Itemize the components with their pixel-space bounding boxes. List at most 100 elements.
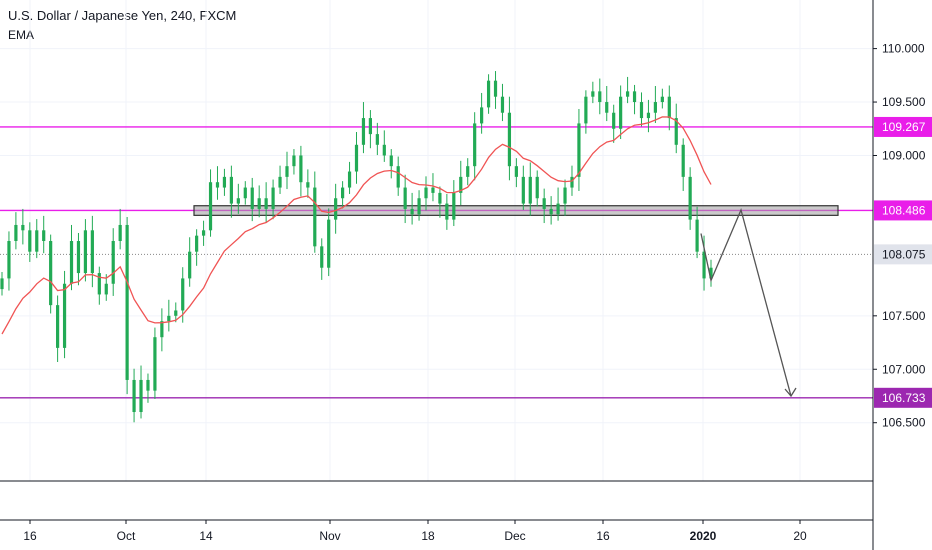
candle-body (153, 337, 157, 391)
candle-body (514, 166, 518, 177)
candle-body (250, 187, 254, 209)
candle-body (257, 198, 261, 209)
candle-body (236, 198, 240, 204)
level-price-label: 109.267 (882, 120, 926, 134)
candle-body (674, 118, 678, 145)
candle-body (410, 208, 414, 215)
indicator-label: EMA (8, 28, 35, 42)
candle-body (299, 155, 303, 183)
ema-line (1, 116, 712, 335)
candle-body (542, 198, 546, 209)
candle-body (646, 112, 651, 119)
candle-body (97, 273, 101, 295)
candle-body (28, 230, 32, 252)
candle-body (125, 224, 129, 380)
candle-body (417, 198, 421, 215)
y-tick-label: 110.000 (882, 42, 925, 56)
level-price-tag (874, 116, 932, 137)
candle-body (181, 278, 185, 311)
candle-body (612, 112, 616, 129)
candle-body (229, 176, 233, 204)
candle-body (320, 246, 324, 268)
candle-body (146, 379, 150, 391)
candle-body (389, 155, 393, 167)
candle-body (632, 91, 637, 103)
x-tick-label: 16 (23, 529, 37, 543)
candle-body (14, 224, 18, 241)
x-tick-label: 16 (596, 529, 610, 543)
candle-body (201, 230, 206, 236)
candle-body (577, 123, 581, 177)
candle-body (667, 96, 671, 119)
projection-path[interactable] (700, 208, 792, 397)
candle-body (598, 91, 602, 103)
candle-body (528, 176, 532, 204)
candle-body (368, 118, 373, 135)
candle-body (445, 203, 449, 220)
candle-body (90, 230, 94, 274)
candle-body (459, 176, 463, 193)
candle-body (35, 230, 39, 252)
candle-body (396, 166, 400, 188)
candle-body (132, 379, 136, 413)
candle-body (285, 166, 289, 177)
candle-body (653, 102, 657, 113)
candle-body (327, 219, 331, 268)
candle-body (21, 224, 25, 231)
x-tick-label: 20 (793, 529, 807, 543)
x-tick-label: Oct (117, 529, 136, 543)
candle-body (118, 224, 122, 241)
candle-body (354, 144, 359, 172)
candle-body (403, 187, 407, 209)
candle-body (222, 176, 227, 188)
y-tick-label: 109.000 (882, 148, 926, 162)
candle-body (681, 144, 685, 177)
candle-body (62, 283, 67, 348)
x-tick-label: Dec (504, 529, 525, 543)
candle-body (292, 155, 296, 167)
candle-body (688, 176, 692, 220)
candle-body (111, 241, 115, 284)
candle-body (56, 305, 60, 348)
candle-body (278, 176, 282, 188)
candle-body (334, 198, 338, 220)
candle-body (466, 166, 470, 177)
y-tick-label: 107.500 (882, 309, 926, 323)
x-tick-label: Nov (319, 529, 340, 543)
x-tick-label: 14 (199, 529, 213, 543)
candle-body (347, 171, 352, 188)
candle-body (570, 176, 574, 188)
candle-body (486, 80, 491, 108)
candle-body (264, 198, 268, 209)
candle-body (591, 91, 595, 97)
candle-body (625, 91, 630, 97)
candle-body (188, 251, 192, 279)
candle-body (549, 208, 553, 215)
candle-body (139, 379, 143, 413)
y-tick-label: 107.000 (882, 362, 926, 376)
candle-body (306, 182, 310, 188)
candle-body (0, 278, 4, 290)
candle-body (452, 192, 456, 220)
level-price-tag (874, 387, 932, 408)
candle-body (473, 123, 477, 167)
y-tick-label: 106.500 (882, 416, 926, 430)
candle-body (83, 230, 88, 274)
candle-body (340, 187, 345, 199)
candle-body (382, 144, 386, 156)
candle-body (480, 107, 484, 124)
candle-body (563, 187, 567, 204)
level-price-label: 108.486 (882, 203, 926, 217)
candle-body (271, 187, 275, 209)
candle-body (195, 235, 199, 252)
current-price-tag (874, 244, 932, 265)
candle-body (243, 187, 247, 199)
candle-body (605, 102, 609, 113)
support-zone[interactable] (193, 205, 839, 216)
candle-body (76, 241, 81, 274)
candle-body (521, 176, 525, 204)
candle-body (709, 267, 713, 279)
candle-body (500, 96, 505, 113)
candle-body (695, 219, 699, 252)
